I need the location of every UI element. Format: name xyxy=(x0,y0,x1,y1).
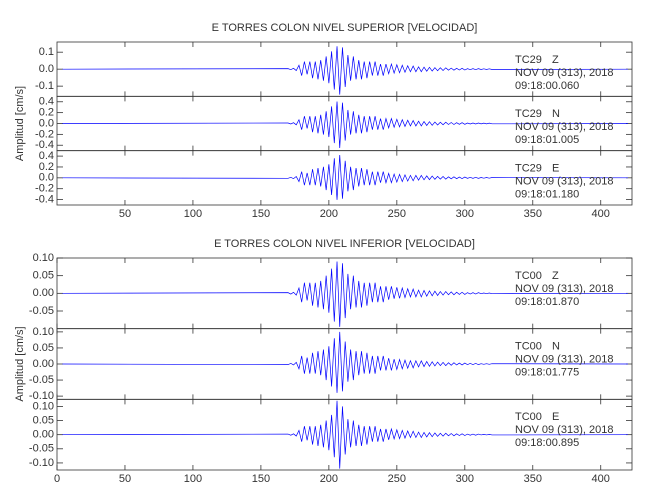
x-tick-label: 100 xyxy=(184,208,202,220)
y-tick-label: 0.00 xyxy=(33,358,54,370)
y-tick-label: -0.4 xyxy=(35,139,54,151)
station-label: TC29 xyxy=(515,163,542,175)
x-tick-label: 200 xyxy=(320,208,338,220)
waveform xyxy=(62,154,628,200)
x-tick-label: 200 xyxy=(320,473,338,485)
station-label: TC00 xyxy=(515,270,542,282)
y-tick-label: -0.05 xyxy=(29,305,54,317)
x-tick-label: 350 xyxy=(524,473,542,485)
y-tick-label: 0.0 xyxy=(39,117,54,129)
y-axis-label: Amplitud [cm/s] xyxy=(14,86,26,161)
waveform xyxy=(62,261,628,327)
y-tick-label: -0.10 xyxy=(29,390,54,402)
y-tick-label: 0.10 xyxy=(33,326,54,338)
y-tick-label: -0.05 xyxy=(29,374,54,386)
y-tick-label: -0.1 xyxy=(35,80,54,92)
y-tick-label: 0.05 xyxy=(33,270,54,282)
time-label: 09:18:01.180 xyxy=(515,189,579,201)
x-tick-label: 400 xyxy=(592,208,610,220)
y-tick-label: -0.4 xyxy=(35,193,54,205)
x-tick-label: 50 xyxy=(119,473,131,485)
date-label: NOV 09 (313), 2018 xyxy=(515,424,613,436)
waveform xyxy=(62,46,628,95)
component-label: N xyxy=(552,108,560,120)
time-label: 09:18:00.060 xyxy=(515,80,579,92)
y-tick-label: 0.05 xyxy=(33,414,54,426)
time-label: 09:18:01.005 xyxy=(515,134,579,146)
x-tick-label: 0 xyxy=(54,473,60,485)
y-tick-label: 0.05 xyxy=(33,342,54,354)
station-label: TC00 xyxy=(515,411,542,423)
y-tick-label: -0.05 xyxy=(29,443,54,455)
component-label: Z xyxy=(552,54,559,66)
y-tick-label: 0.4 xyxy=(39,150,54,162)
station-label: TC29 xyxy=(515,108,542,120)
waveform xyxy=(62,101,628,148)
y-tick-label: 0.0 xyxy=(39,172,54,184)
y-tick-label: 0.00 xyxy=(33,429,54,441)
y-tick-label: 0.2 xyxy=(39,161,54,173)
x-tick-label: 350 xyxy=(524,208,542,220)
time-label: 09:18:01.870 xyxy=(515,296,579,308)
chart-title: E TORRES COLON NIVEL INFERIOR [VELOCIDAD… xyxy=(214,238,475,250)
y-tick-label: 0.1 xyxy=(39,46,54,58)
component-label: N xyxy=(552,341,560,353)
y-axis-label: Amplitud [cm/s] xyxy=(14,326,26,401)
y-tick-label: 0.10 xyxy=(33,400,54,412)
x-tick-label: 400 xyxy=(592,473,610,485)
chart-title: E TORRES COLON NIVEL SUPERIOR [VELOCIDAD… xyxy=(212,22,478,34)
date-label: NOV 09 (313), 2018 xyxy=(515,67,613,79)
x-tick-label: 250 xyxy=(388,473,406,485)
x-tick-label: 250 xyxy=(388,208,406,220)
date-label: NOV 09 (313), 2018 xyxy=(515,176,613,188)
x-tick-label: 100 xyxy=(184,473,202,485)
time-label: 09:18:01.775 xyxy=(515,367,579,379)
station-label: TC00 xyxy=(515,341,542,353)
station-label: TC29 xyxy=(515,54,542,66)
x-tick-label: 50 xyxy=(119,208,131,220)
y-tick-label: 0.2 xyxy=(39,107,54,119)
x-tick-label: 150 xyxy=(252,473,270,485)
time-label: 09:18:00.895 xyxy=(515,437,579,449)
component-label: E xyxy=(552,411,559,423)
waveform xyxy=(62,331,628,393)
date-label: NOV 09 (313), 2018 xyxy=(515,121,613,133)
y-tick-label: -0.2 xyxy=(35,128,54,140)
y-tick-label: 0.00 xyxy=(33,287,54,299)
y-tick-label: 0.0 xyxy=(39,63,54,75)
x-tick-label: 150 xyxy=(252,208,270,220)
component-label: Z xyxy=(552,270,559,282)
x-tick-label: 300 xyxy=(456,208,474,220)
y-tick-label: 0.4 xyxy=(39,96,54,108)
date-label: NOV 09 (313), 2018 xyxy=(515,354,613,366)
y-tick-label: -0.2 xyxy=(35,183,54,195)
y-tick-label: -0.10 xyxy=(29,457,54,469)
component-label: E xyxy=(552,163,559,175)
waveform xyxy=(62,400,628,469)
y-tick-label: 0.10 xyxy=(33,252,54,264)
x-tick-label: 300 xyxy=(456,473,474,485)
date-label: NOV 09 (313), 2018 xyxy=(515,283,613,295)
